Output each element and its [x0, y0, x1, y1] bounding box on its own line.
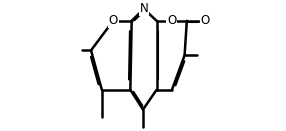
- Text: O: O: [109, 14, 118, 27]
- Text: N: N: [140, 2, 148, 15]
- Text: O: O: [201, 14, 210, 27]
- Text: O: O: [167, 14, 176, 27]
